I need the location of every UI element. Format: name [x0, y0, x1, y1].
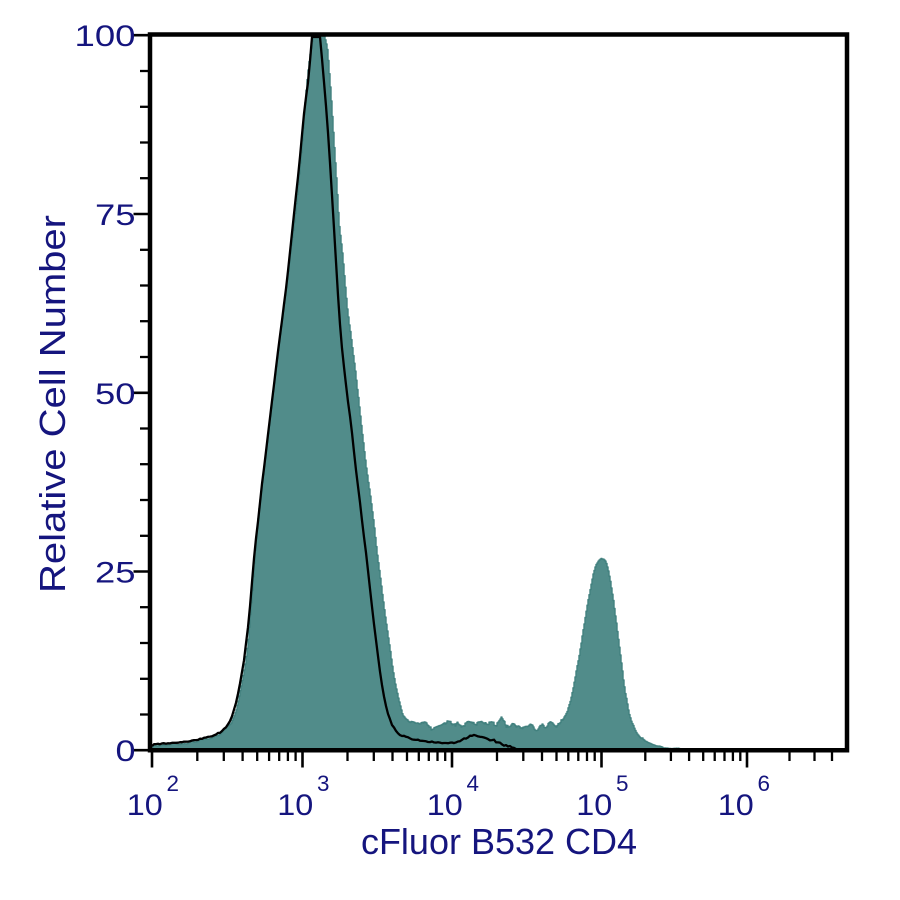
svg-text:6: 6 — [758, 771, 771, 796]
svg-text:75: 75 — [95, 199, 136, 232]
svg-text:4: 4 — [467, 771, 480, 796]
svg-text:10: 10 — [127, 789, 163, 822]
svg-text:100: 100 — [75, 20, 136, 53]
svg-text:10: 10 — [718, 789, 754, 822]
svg-text:3: 3 — [317, 771, 330, 796]
svg-text:cFluor B532 CD4: cFluor B532 CD4 — [361, 821, 637, 862]
svg-text:10: 10 — [576, 789, 612, 822]
svg-text:10: 10 — [277, 789, 313, 822]
svg-text:10: 10 — [427, 789, 463, 822]
svg-text:25: 25 — [95, 557, 136, 590]
svg-text:Relative Cell Number: Relative Cell Number — [32, 215, 73, 593]
svg-text:5: 5 — [616, 771, 629, 796]
svg-text:2: 2 — [167, 771, 180, 796]
svg-text:0: 0 — [116, 735, 136, 768]
svg-text:50: 50 — [95, 378, 136, 411]
